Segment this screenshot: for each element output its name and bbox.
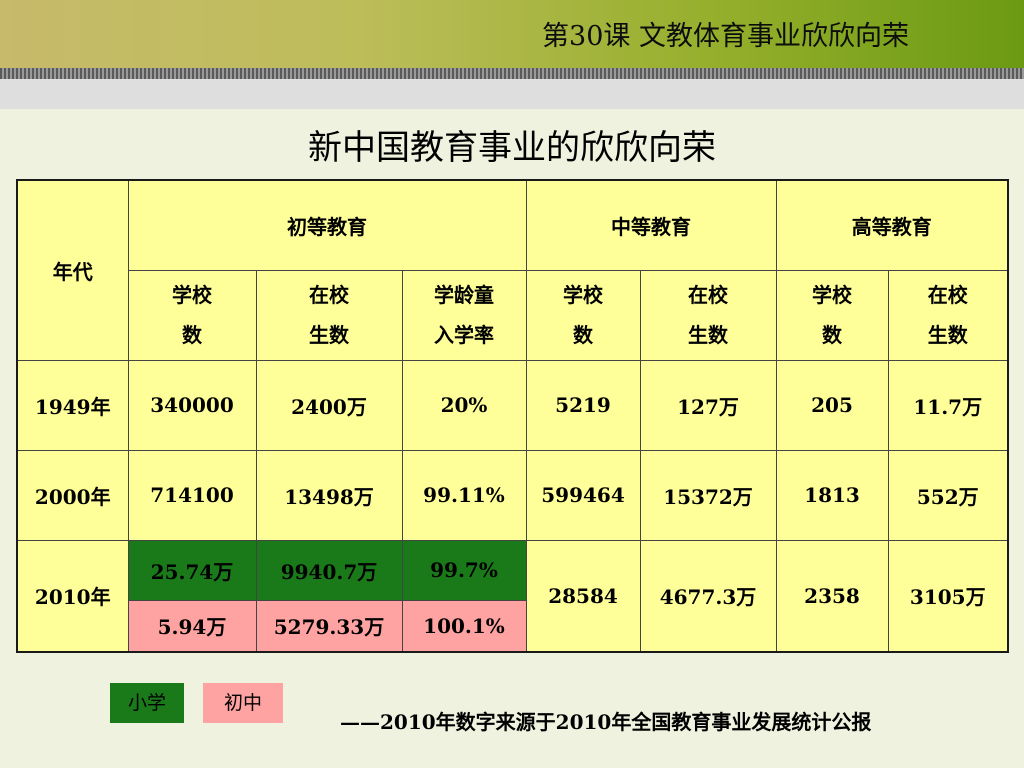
group-header-higher: 高等教育 bbox=[775, 179, 1009, 271]
education-table: 年代 初等教育 中等教育 高等教育 学校数 在校 生数 学龄童 入学率 学校数 在校… bbox=[16, 179, 1009, 653]
cell-primary-school-level: 99.7% bbox=[401, 539, 527, 601]
group-header-primary: 初等教育 bbox=[127, 179, 527, 271]
table-cell: 15372万 bbox=[639, 449, 777, 541]
legend-junior-middle: 初中 bbox=[203, 683, 283, 723]
table-cell: 599464 bbox=[525, 449, 641, 541]
year-cell: 2000年 bbox=[16, 449, 129, 541]
table-cell: 2400万 bbox=[255, 359, 403, 451]
subheader-higher-schools: 学校数 bbox=[775, 269, 889, 361]
table-row-2010-junior: 5.94万 5279.33万 100.1% bbox=[17, 599, 1008, 653]
cell-primary-school-level: 25.74万 bbox=[127, 539, 257, 601]
table-cell: 1813 bbox=[775, 449, 889, 541]
page-title: 新中国教育事业的欣欣向荣 bbox=[308, 128, 716, 168]
table-cell: 3105万 bbox=[887, 539, 1009, 653]
year-cell: 1949年 bbox=[16, 359, 129, 451]
table-cell: 340000 bbox=[127, 359, 257, 451]
table-cell: 4677.3万 bbox=[639, 539, 777, 653]
table-cell: 28584 bbox=[525, 539, 641, 653]
table-cell: 99.11% bbox=[401, 449, 527, 541]
table-row-1949: 1949年 340000 2400万 20% 5219 127万 205 11.… bbox=[16, 359, 1009, 451]
cell-primary-school-level: 9940.7万 bbox=[255, 539, 403, 601]
table-row-2000: 2000年 714100 13498万 99.11% 599464 15372万… bbox=[16, 449, 1009, 541]
subheader-primary-students: 在校 生数 bbox=[255, 269, 403, 361]
subheader-higher-students: 在校 生数 bbox=[887, 269, 1009, 361]
subheader-primary-rate: 学龄童 入学率 bbox=[401, 269, 527, 361]
lesson-title: 第30课 文教体育事业欣欣向荣 bbox=[542, 21, 909, 52]
table-cell: 127万 bbox=[639, 359, 777, 451]
source-note: ——2010年数字来源于2010年全国教育事业发展统计公报 bbox=[340, 710, 872, 734]
cell-junior-middle-level: 100.1% bbox=[401, 599, 527, 653]
gray-band bbox=[0, 79, 1024, 109]
table-cell: 2358 bbox=[775, 539, 889, 653]
table-cell: 5219 bbox=[525, 359, 641, 451]
table-cell: 20% bbox=[401, 359, 527, 451]
table-cell: 11.7万 bbox=[887, 359, 1009, 451]
legend-primary-school: 小学 bbox=[110, 683, 184, 723]
year-cell: 2010年 bbox=[16, 539, 129, 653]
cell-junior-middle-level: 5.94万 bbox=[127, 599, 257, 653]
cell-junior-middle-level: 5279.33万 bbox=[255, 599, 403, 653]
year-header: 年代 bbox=[16, 179, 129, 361]
table-cell: 205 bbox=[775, 359, 889, 451]
table-cell: 13498万 bbox=[255, 449, 403, 541]
header-stripe bbox=[0, 68, 1024, 79]
subheader-primary-schools: 学校数 bbox=[127, 269, 257, 361]
table-cell: 552万 bbox=[887, 449, 1009, 541]
subheader-secondary-students: 在校 生数 bbox=[639, 269, 777, 361]
group-header-secondary: 中等教育 bbox=[525, 179, 777, 271]
table-row-2010-primary: 2010年 25.74万 9940.7万 99.7% 28584 4677.3万… bbox=[16, 539, 1009, 653]
header-banner: 第30课 文教体育事业欣欣向荣 bbox=[0, 0, 1024, 68]
subheader-secondary-schools: 学校数 bbox=[525, 269, 641, 361]
table-cell: 714100 bbox=[127, 449, 257, 541]
